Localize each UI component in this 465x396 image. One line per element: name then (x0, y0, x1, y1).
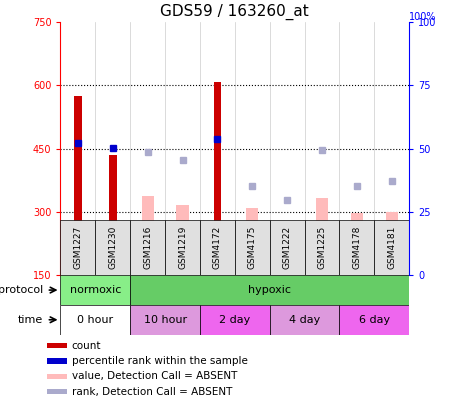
Bar (281, 234, 293, 275)
Bar (130, 305, 200, 335)
Bar (270, 305, 339, 335)
Text: 10 hour: 10 hour (144, 315, 186, 325)
Title: GDS59 / 163260_at: GDS59 / 163260_at (160, 4, 309, 21)
Text: count: count (72, 341, 101, 351)
Bar (385, 212, 398, 275)
Bar (60, 275, 130, 305)
Text: value, Detection Call = ABSENT: value, Detection Call = ABSENT (72, 371, 237, 381)
Bar (109, 155, 117, 275)
Bar (200, 305, 270, 335)
Bar (176, 205, 189, 275)
Bar (213, 82, 221, 275)
Bar (305, 220, 339, 275)
Bar (235, 220, 270, 275)
Text: GSM1219: GSM1219 (178, 226, 187, 269)
Bar (46, 343, 67, 348)
Bar (339, 305, 409, 335)
Text: GSM1225: GSM1225 (318, 226, 326, 269)
Bar (60, 220, 95, 275)
Text: 2 day: 2 day (219, 315, 251, 325)
Text: GSM1227: GSM1227 (73, 226, 82, 269)
Bar (374, 220, 409, 275)
Text: rank, Detection Call = ABSENT: rank, Detection Call = ABSENT (72, 387, 232, 396)
Text: GSM1216: GSM1216 (143, 226, 152, 269)
Text: protocol: protocol (0, 285, 43, 295)
Text: normoxic: normoxic (70, 285, 121, 295)
Text: percentile rank within the sample: percentile rank within the sample (72, 356, 247, 366)
Bar (46, 358, 67, 364)
Text: GSM1230: GSM1230 (108, 226, 117, 269)
Text: 4 day: 4 day (289, 315, 320, 325)
Text: GSM1222: GSM1222 (283, 226, 292, 269)
Text: 100%: 100% (409, 12, 437, 22)
Bar (130, 220, 165, 275)
Text: GSM4178: GSM4178 (352, 226, 361, 269)
Bar (74, 96, 82, 275)
Bar (316, 198, 328, 275)
Bar (130, 275, 409, 305)
Bar (46, 373, 67, 379)
Bar (141, 196, 154, 275)
Text: GSM4175: GSM4175 (248, 226, 257, 269)
Bar (246, 208, 259, 275)
Text: time: time (18, 315, 43, 325)
Bar (339, 220, 374, 275)
Text: GSM4172: GSM4172 (213, 226, 222, 269)
Bar (165, 220, 200, 275)
Bar (351, 213, 363, 275)
Text: 0 hour: 0 hour (77, 315, 113, 325)
Bar (95, 220, 130, 275)
Text: hypoxic: hypoxic (248, 285, 291, 295)
Bar (60, 305, 130, 335)
Bar (270, 220, 305, 275)
Bar (200, 220, 235, 275)
Bar (46, 389, 67, 394)
Text: GSM4181: GSM4181 (387, 226, 396, 269)
Text: 6 day: 6 day (359, 315, 390, 325)
